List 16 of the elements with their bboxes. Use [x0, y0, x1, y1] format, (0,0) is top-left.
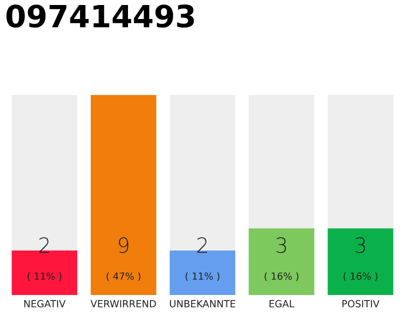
- data-label: 2: [39, 237, 50, 253]
- annotation: ( 11% ): [186, 272, 220, 281]
- annotation: ( 47% ): [106, 272, 140, 281]
- x-tick-label: EGAL: [270, 300, 294, 308]
- annotation: ( 11% ): [28, 272, 62, 281]
- data-label: 2: [197, 237, 208, 253]
- x-tick-label: VERWIRREND: [90, 300, 156, 308]
- data-label: 3: [355, 237, 365, 254]
- x-tick-label: NEGATIV: [24, 300, 66, 308]
- x-tick-label: POSITIV: [342, 300, 380, 308]
- annotation: ( 16% ): [344, 272, 378, 281]
- x-tick-label: UNBEKANNTE: [170, 300, 236, 308]
- annotation: ( 16% ): [264, 272, 298, 281]
- chart-title: 097414493: [6, 4, 194, 28]
- data-label: 9: [118, 237, 128, 254]
- data-label: 3: [276, 237, 286, 254]
